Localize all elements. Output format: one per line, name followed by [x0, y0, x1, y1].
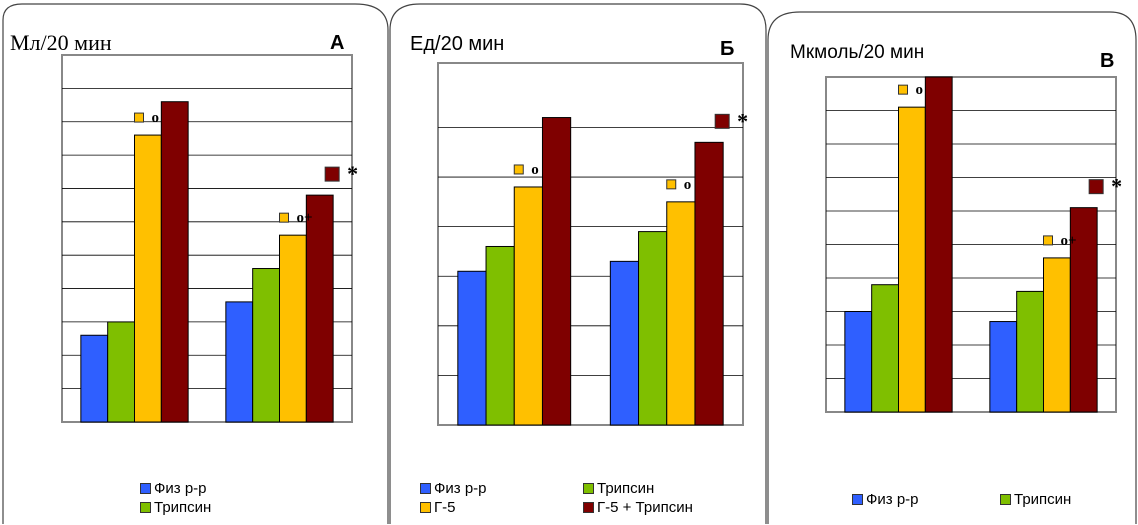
bar: [485, 245, 515, 426]
bar: [1069, 207, 1098, 413]
annotation-marker: [513, 164, 524, 175]
annotation-marker: [666, 179, 677, 190]
annotation-label: *: [1111, 174, 1122, 199]
panel-c-letter: В: [1100, 50, 1115, 72]
panel-c-legend-fiz: Физ р-р: [852, 491, 919, 508]
panel-b-legend-g5-trypsin: Г-5 + Трипсин: [583, 499, 693, 516]
bar: [694, 141, 724, 426]
panel-c-unit-label: Мкмоль/20 мин: [790, 42, 925, 63]
panel-b-legend-trypsin: Трипсин: [583, 480, 654, 497]
bar: [541, 117, 572, 426]
annotation-marker: [279, 212, 289, 223]
panel-a-legend-fiz: Физ р-р: [140, 480, 207, 497]
annotation-label: *: [737, 108, 748, 133]
panel-c-legend-trypsin: Трипсин: [1000, 491, 1071, 508]
legend-swatch: [140, 502, 151, 513]
annotation-label: о: [152, 110, 160, 126]
bar: [107, 321, 136, 423]
legend-label: Трипсин: [154, 499, 212, 516]
annotation-marker: [324, 166, 340, 182]
panel-b-letter: Б: [720, 38, 735, 60]
legend-swatch: [140, 483, 151, 494]
annotation-label: о: [916, 82, 924, 98]
panel-b-frame: [389, 3, 767, 524]
legend-label: Трипсин: [1014, 491, 1072, 508]
bar: [1016, 290, 1044, 413]
annotation-label: *: [347, 161, 358, 186]
annotation-marker: [714, 113, 730, 129]
bar: [871, 284, 899, 413]
legend-swatch: [583, 502, 594, 513]
panel-a-legend-trypsin: Трипсин: [140, 499, 211, 516]
annotation-marker: [134, 112, 144, 123]
panel-c-frame: [767, 11, 1137, 524]
bar: [844, 311, 873, 413]
bar: [989, 321, 1018, 413]
bar: [134, 134, 162, 423]
bar: [457, 270, 487, 426]
panel-a-frame: [2, 3, 389, 524]
panel-a: Мл/20 мин А о * о+ Физ р-р Трипсин: [0, 0, 388, 525]
bar: [305, 194, 334, 423]
annotation-label: о+: [297, 210, 313, 226]
legend-swatch: [420, 483, 431, 494]
bar: [924, 76, 953, 413]
bar: [1043, 257, 1071, 413]
panel-a-unit-label: Мл/20 мин: [10, 30, 112, 55]
panel-b-legend-fiz: Физ р-р: [420, 480, 487, 497]
panel-a-letter: А: [330, 32, 345, 54]
annotation-marker: [898, 84, 908, 95]
legend-label: Физ р-р: [434, 480, 487, 497]
legend-label: Физ р-р: [866, 491, 919, 508]
legend-swatch: [583, 483, 594, 494]
legend-swatch: [852, 494, 863, 505]
legend-label: Физ р-р: [154, 480, 207, 497]
legend-swatch: [420, 502, 431, 513]
bar: [252, 268, 281, 423]
bar: [513, 186, 543, 426]
annotation-marker: [1088, 179, 1104, 195]
legend-label: Г-5: [434, 499, 456, 516]
legend-label: Трипсин: [597, 480, 655, 497]
legend-swatch: [1000, 494, 1011, 505]
bar: [898, 106, 926, 413]
bar: [160, 101, 189, 423]
bar: [279, 234, 307, 423]
bar: [80, 334, 109, 423]
panel-b-legend-g5: Г-5: [420, 499, 455, 516]
annotation-marker: [1043, 235, 1053, 246]
legend-label: Г-5 + Трипсин: [597, 499, 693, 516]
annotation-label: о: [684, 177, 692, 193]
panel-a-plot: о * о+: [61, 54, 358, 423]
panel-b-unit-label: Ед/20 мин: [410, 33, 505, 55]
annotation-label: о+: [1061, 233, 1077, 249]
annotation-label: о: [531, 162, 539, 178]
bar: [225, 301, 254, 423]
bar: [638, 231, 668, 426]
